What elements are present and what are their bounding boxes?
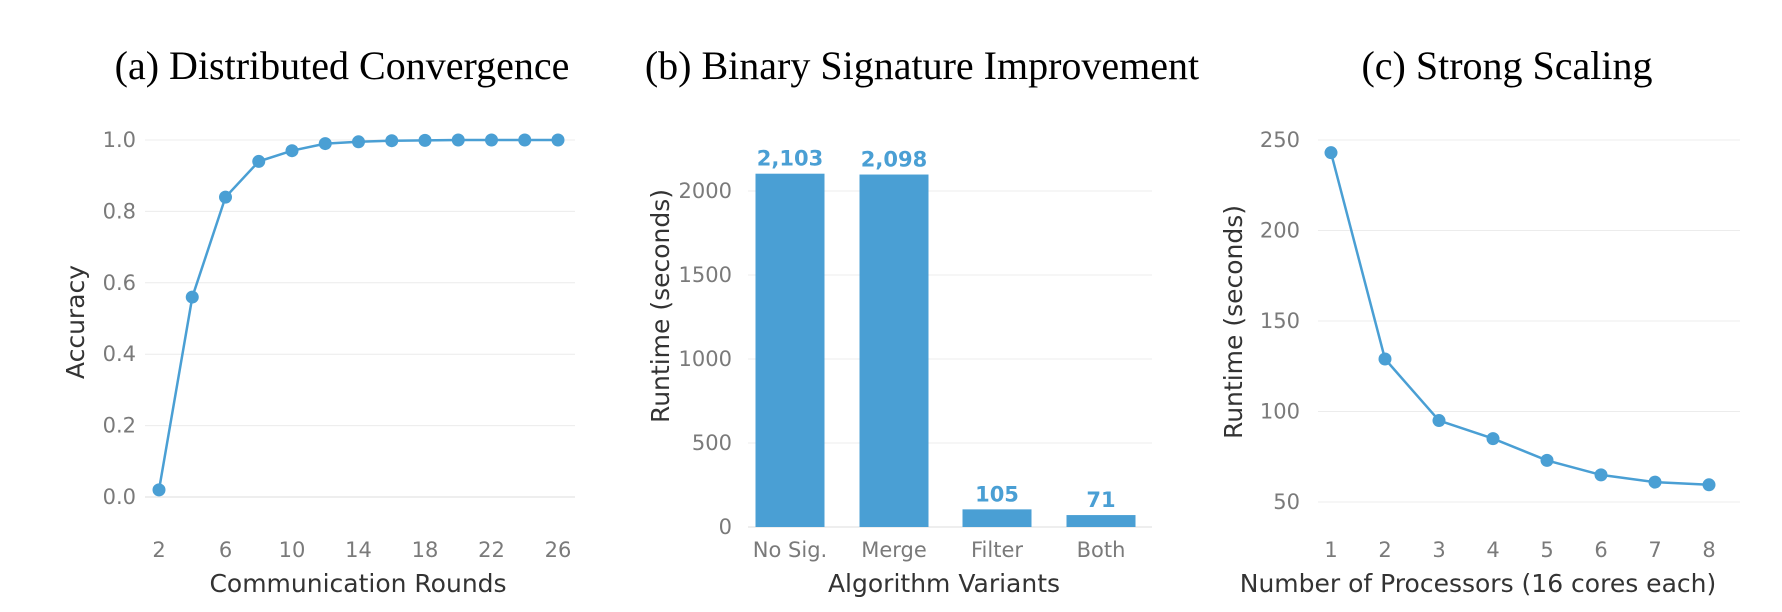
panel-b-bar-value-label: 71 xyxy=(1086,488,1115,512)
panel-c-data-point xyxy=(1702,478,1716,492)
panel-b-bar-value-label: 2,103 xyxy=(757,147,823,171)
panel-a-data-point xyxy=(418,133,432,147)
panel-c-y-tick-label: 150 xyxy=(1260,309,1300,333)
panel-b: (b) Binary Signature Improvement 0 500 100… xyxy=(645,43,1199,598)
panel-a-grid xyxy=(145,139,575,498)
panel-c-x-ticks: 1 2 3 4 5 6 7 8 xyxy=(1324,538,1715,562)
panel-a-x-tick-label: 22 xyxy=(478,538,505,562)
panel-a-x-tick-label: 2 xyxy=(152,538,165,562)
panel-c-series-line xyxy=(1329,152,1710,487)
panel-c-data-point xyxy=(1486,432,1500,446)
panel-c-x-tick-label: 5 xyxy=(1540,538,1553,562)
panel-a-y-tick-label: 0.6 xyxy=(103,271,136,295)
panel-a-data-point xyxy=(152,483,166,497)
panel-a-data-point xyxy=(219,190,232,204)
panel-a-y-ticks: 0.0 0.2 0.4 0.6 0.8 1.0 xyxy=(103,128,136,509)
panel-a-data-point xyxy=(551,133,565,147)
panel-c-x-tick-label: 6 xyxy=(1594,538,1607,562)
panel-c: (c) Strong Scaling 50 100 150 200 250 1 2 3 4 5 6… xyxy=(1219,43,1740,598)
panel-b-x-tick-label: Filter xyxy=(971,538,1023,562)
panel-c-data-point xyxy=(1540,453,1554,467)
panel-c-data-point xyxy=(1648,475,1662,489)
panel-a-x-tick-label: 14 xyxy=(345,538,372,562)
panel-c-data-point xyxy=(1594,468,1608,482)
panel-c-data-point xyxy=(1378,352,1392,366)
panel-b-bars xyxy=(755,173,1136,528)
panel-b-y-tick-label: 0 xyxy=(719,515,732,539)
panel-b-y-tick-label: 500 xyxy=(692,431,732,455)
panel-a-data-point xyxy=(185,290,199,304)
panel-a-y-axis-label: Accuracy xyxy=(61,265,90,379)
panel-b-y-tick-label: 2000 xyxy=(679,179,732,203)
panel-c-x-tick-label: 1 xyxy=(1324,538,1337,562)
panel-c-y-tick-label: 200 xyxy=(1260,219,1300,243)
panel-b-bar xyxy=(755,173,825,528)
panel-b-x-tick-label: Merge xyxy=(861,538,927,562)
panel-b-title: (b) Binary Signature Improvement xyxy=(645,43,1199,88)
panel-a-x-tick-label: 6 xyxy=(219,538,232,562)
panel-b-y-ticks: 0 500 1000 1500 2000 xyxy=(679,179,732,539)
panel-b-bar xyxy=(859,174,929,527)
panel-b-bar-value-label: 105 xyxy=(975,482,1019,506)
panel-a-data-point xyxy=(352,135,365,149)
panel-b-bar xyxy=(962,509,1032,527)
panel-a-y-tick-label: 0.8 xyxy=(103,199,136,223)
panel-c-x-tick-label: 4 xyxy=(1486,538,1499,562)
panel-a-x-tick-label: 18 xyxy=(412,538,439,562)
panel-a-y-tick-label: 0.4 xyxy=(103,342,136,366)
panel-c-x-tick-label: 8 xyxy=(1702,538,1715,562)
panel-a-x-tick-label: 10 xyxy=(279,538,306,562)
panel-c-data-point xyxy=(1432,414,1446,428)
panel-c-x-axis-label: Number of Processors (16 cores each) xyxy=(1240,569,1716,598)
panel-a-y-tick-label: 0.0 xyxy=(103,485,136,509)
panel-a-data-point xyxy=(318,137,332,151)
panel-a-data-point xyxy=(252,154,266,168)
panel-a-y-tick-label: 0.2 xyxy=(103,414,136,438)
panel-c-y-tick-label: 100 xyxy=(1260,400,1300,424)
panel-b-bar-value-label: 2,098 xyxy=(861,148,927,172)
panel-a-points xyxy=(152,133,565,497)
panel-b-y-tick-label: 1500 xyxy=(679,263,732,287)
panel-b-y-axis-label: Runtime (seconds) xyxy=(646,189,675,423)
panel-a-data-point xyxy=(451,133,465,147)
panel-b-bar-labels: 2,103 2,098 105 71 xyxy=(757,147,1116,512)
panel-c-y-axis-label: Runtime (seconds) xyxy=(1219,205,1248,439)
panel-b-x-ticks: No Sig. Merge Filter Both xyxy=(753,538,1126,562)
panel-a-x-ticks: 2 6 10 14 18 22 26 xyxy=(152,538,571,562)
panel-a-data-point xyxy=(385,134,399,148)
panel-b-bar xyxy=(1066,515,1136,527)
panel-a-series-line xyxy=(157,138,558,491)
panel-c-points xyxy=(1324,146,1716,492)
panel-c-data-point xyxy=(1324,146,1338,160)
panel-b-y-tick-label: 1000 xyxy=(679,347,732,371)
panel-a-data-point xyxy=(518,133,532,147)
panel-c-x-tick-label: 7 xyxy=(1648,538,1661,562)
panel-c-y-tick-label: 50 xyxy=(1273,490,1300,514)
panel-a-data-point xyxy=(485,133,498,147)
panel-a-title: (a) Distributed Convergence xyxy=(115,43,570,88)
panel-a-x-tick-label: 26 xyxy=(545,538,572,562)
panel-a-y-tick-label: 1.0 xyxy=(103,128,136,152)
panel-c-y-ticks: 50 100 150 200 250 xyxy=(1260,128,1300,514)
panel-b-x-tick-label: No Sig. xyxy=(753,538,827,562)
panel-b-x-axis-label: Algorithm Variants xyxy=(828,569,1060,598)
panel-c-x-tick-label: 3 xyxy=(1432,538,1445,562)
panel-c-title: (c) Strong Scaling xyxy=(1361,43,1652,88)
panel-c-x-tick-label: 2 xyxy=(1378,538,1391,562)
panel-a-data-point xyxy=(285,144,299,158)
panel-c-y-tick-label: 250 xyxy=(1260,128,1300,152)
panel-b-x-tick-label: Both xyxy=(1077,538,1126,562)
panel-a-x-axis-label: Communication Rounds xyxy=(209,569,506,598)
panel-a: (a) Distributed Convergence 0.0 0.2 0.4 0.6… xyxy=(61,43,575,598)
panel-c-grid xyxy=(1318,139,1740,503)
